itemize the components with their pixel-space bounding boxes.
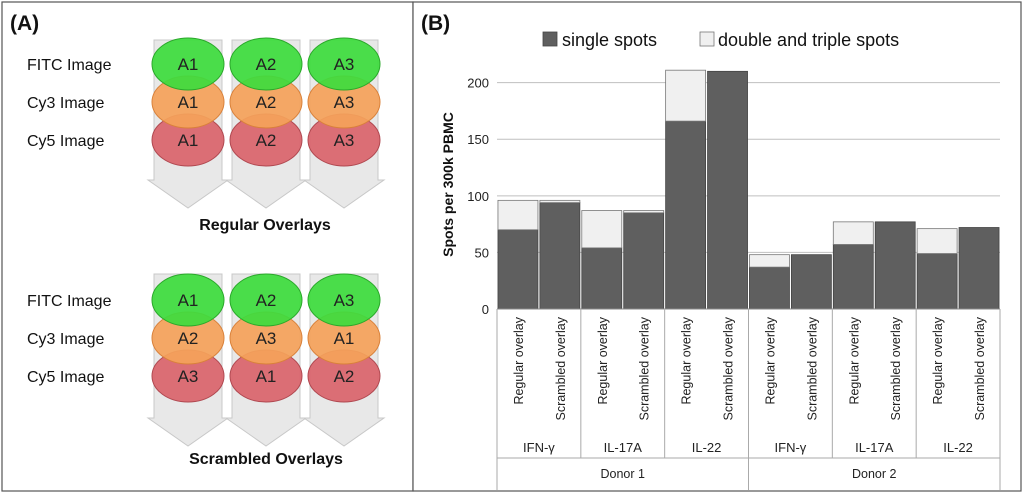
well-label-regular-r2-c2: A2	[256, 93, 277, 112]
well-label-regular-r1-c1: A1	[178, 55, 199, 74]
donor-label-1: Donor 1	[601, 467, 646, 481]
bar-single-2	[539, 202, 581, 310]
bar-single-11	[916, 253, 958, 310]
bar-single-9	[832, 244, 874, 310]
x-category-label-4: Scrambled overlay	[638, 316, 652, 420]
bar-multi-1	[497, 199, 539, 231]
legend-swatch-multi	[699, 31, 715, 47]
x-category-label-2: Scrambled overlay	[554, 316, 568, 420]
well-label-scrambled-r1-c3: A3	[334, 291, 355, 310]
legend-swatch-single	[542, 31, 558, 47]
y-tick-label: 150	[467, 132, 489, 147]
row-label-scrambled-3: Cy5 Image	[27, 369, 104, 386]
legend: single spots double and triple spots	[542, 30, 899, 50]
bar-single-7	[749, 266, 790, 310]
legend-label-single: single spots	[562, 30, 657, 50]
bar-multi-4	[623, 210, 665, 214]
group-label-2: IL-17A	[604, 440, 643, 455]
bar-single-1	[497, 229, 539, 310]
well-label-scrambled-r3-c1: A3	[178, 367, 199, 386]
panel-a-label: (A)	[10, 12, 39, 35]
x-category-label-9: Regular overlay	[847, 316, 861, 404]
x-category-label-10: Scrambled overlay	[889, 316, 903, 420]
well-label-scrambled-r2-c3: A1	[334, 329, 355, 348]
y-tick-label: 50	[475, 245, 489, 260]
ellipse-regular-r1-c1	[151, 37, 225, 91]
x-category-label-12: Scrambled overlay	[973, 316, 987, 420]
group-label-1: IFN-γ	[523, 440, 555, 455]
scrambled-overlays-title: Scrambled Overlays	[189, 451, 343, 468]
group-label-6: IL-22	[943, 440, 973, 455]
well-label-scrambled-r3-c3: A2	[334, 367, 355, 386]
donor-label-2: Donor 2	[852, 467, 897, 481]
panel-b-label: (B)	[421, 12, 450, 35]
row-label-regular-2: Cy3 Image	[27, 95, 104, 112]
y-tick-label: 100	[467, 189, 489, 204]
bar-multi-5	[665, 69, 707, 122]
y-tick-label: 0	[482, 302, 489, 317]
row-label-regular-1: FITC Image	[27, 57, 112, 74]
bar-single-5	[665, 120, 707, 310]
row-label-scrambled-2: Cy3 Image	[27, 331, 104, 348]
bar-single-3	[581, 247, 623, 310]
regular-overlays-group: FITC Image Cy3 Image Cy5 Image A1 A2 A3 A1 A2 A3…	[27, 37, 386, 209]
bar-multi-7	[749, 254, 790, 268]
bar-single-4	[623, 212, 665, 310]
legend-label-multi: double and triple spots	[718, 30, 899, 50]
bar-single-10	[874, 221, 916, 310]
ellipse-scrambled-r1-c2	[229, 273, 303, 327]
y-tick-label: 200	[467, 76, 489, 91]
row-label-scrambled-1: FITC Image	[27, 293, 112, 310]
well-label-regular-r3-c2: A2	[256, 131, 277, 150]
bar-multi-3	[581, 210, 623, 249]
scrambled-overlays-group: FITC Image Cy3 Image Cy5 Image A1 A2 A3 A2 A3 A1…	[27, 273, 386, 447]
group-label-3: IL-22	[692, 440, 722, 455]
regular-overlays-title: Regular Overlays	[199, 217, 331, 234]
x-category-label-3: Regular overlay	[596, 316, 610, 404]
well-label-scrambled-r1-c2: A2	[256, 291, 277, 310]
row-label-regular-3: Cy5 Image	[27, 133, 104, 150]
bar-multi-9	[832, 221, 874, 245]
x-category-label-8: Scrambled overlay	[805, 316, 819, 420]
bar-single-8	[790, 254, 832, 310]
bar-multi-11	[916, 228, 958, 254]
well-label-regular-r1-c3: A3	[334, 55, 355, 74]
well-label-scrambled-r3-c2: A1	[256, 367, 277, 386]
bar-multi-2	[539, 199, 581, 204]
x-category-label-7: Regular overlay	[763, 316, 777, 404]
well-label-scrambled-r2-c2: A3	[256, 329, 277, 348]
ellipse-scrambled-r1-c3	[307, 273, 381, 327]
well-label-regular-r1-c2: A2	[256, 55, 277, 74]
well-label-regular-r3-c3: A3	[334, 131, 355, 150]
group-label-4: IFN-γ	[775, 440, 807, 455]
well-label-scrambled-r1-c1: A1	[178, 291, 199, 310]
ellipse-scrambled-r1-c1	[151, 273, 225, 327]
well-label-scrambled-r2-c1: A2	[178, 329, 199, 348]
ellipse-regular-r1-c2	[229, 37, 303, 91]
bar-single-6	[707, 70, 748, 310]
group-label-5: IL-17A	[855, 440, 894, 455]
x-category-label-5: Regular overlay	[680, 316, 694, 404]
y-axis-label: Spots per 300k PBMC	[440, 112, 456, 257]
x-category-label-6: Scrambled overlay	[722, 316, 736, 420]
well-label-regular-r2-c1: A1	[178, 93, 199, 112]
x-category-label-1: Regular overlay	[512, 316, 526, 404]
ellipse-regular-r1-c3	[307, 37, 381, 91]
x-category-label-11: Regular overlay	[931, 316, 945, 404]
well-label-regular-r2-c3: A3	[334, 93, 355, 112]
bar-single-12	[958, 227, 1000, 310]
well-label-regular-r3-c1: A1	[178, 131, 199, 150]
bar-chart: 0 50 100 150 200 Spots per 300k PBMC Regular o…	[440, 30, 1001, 490]
